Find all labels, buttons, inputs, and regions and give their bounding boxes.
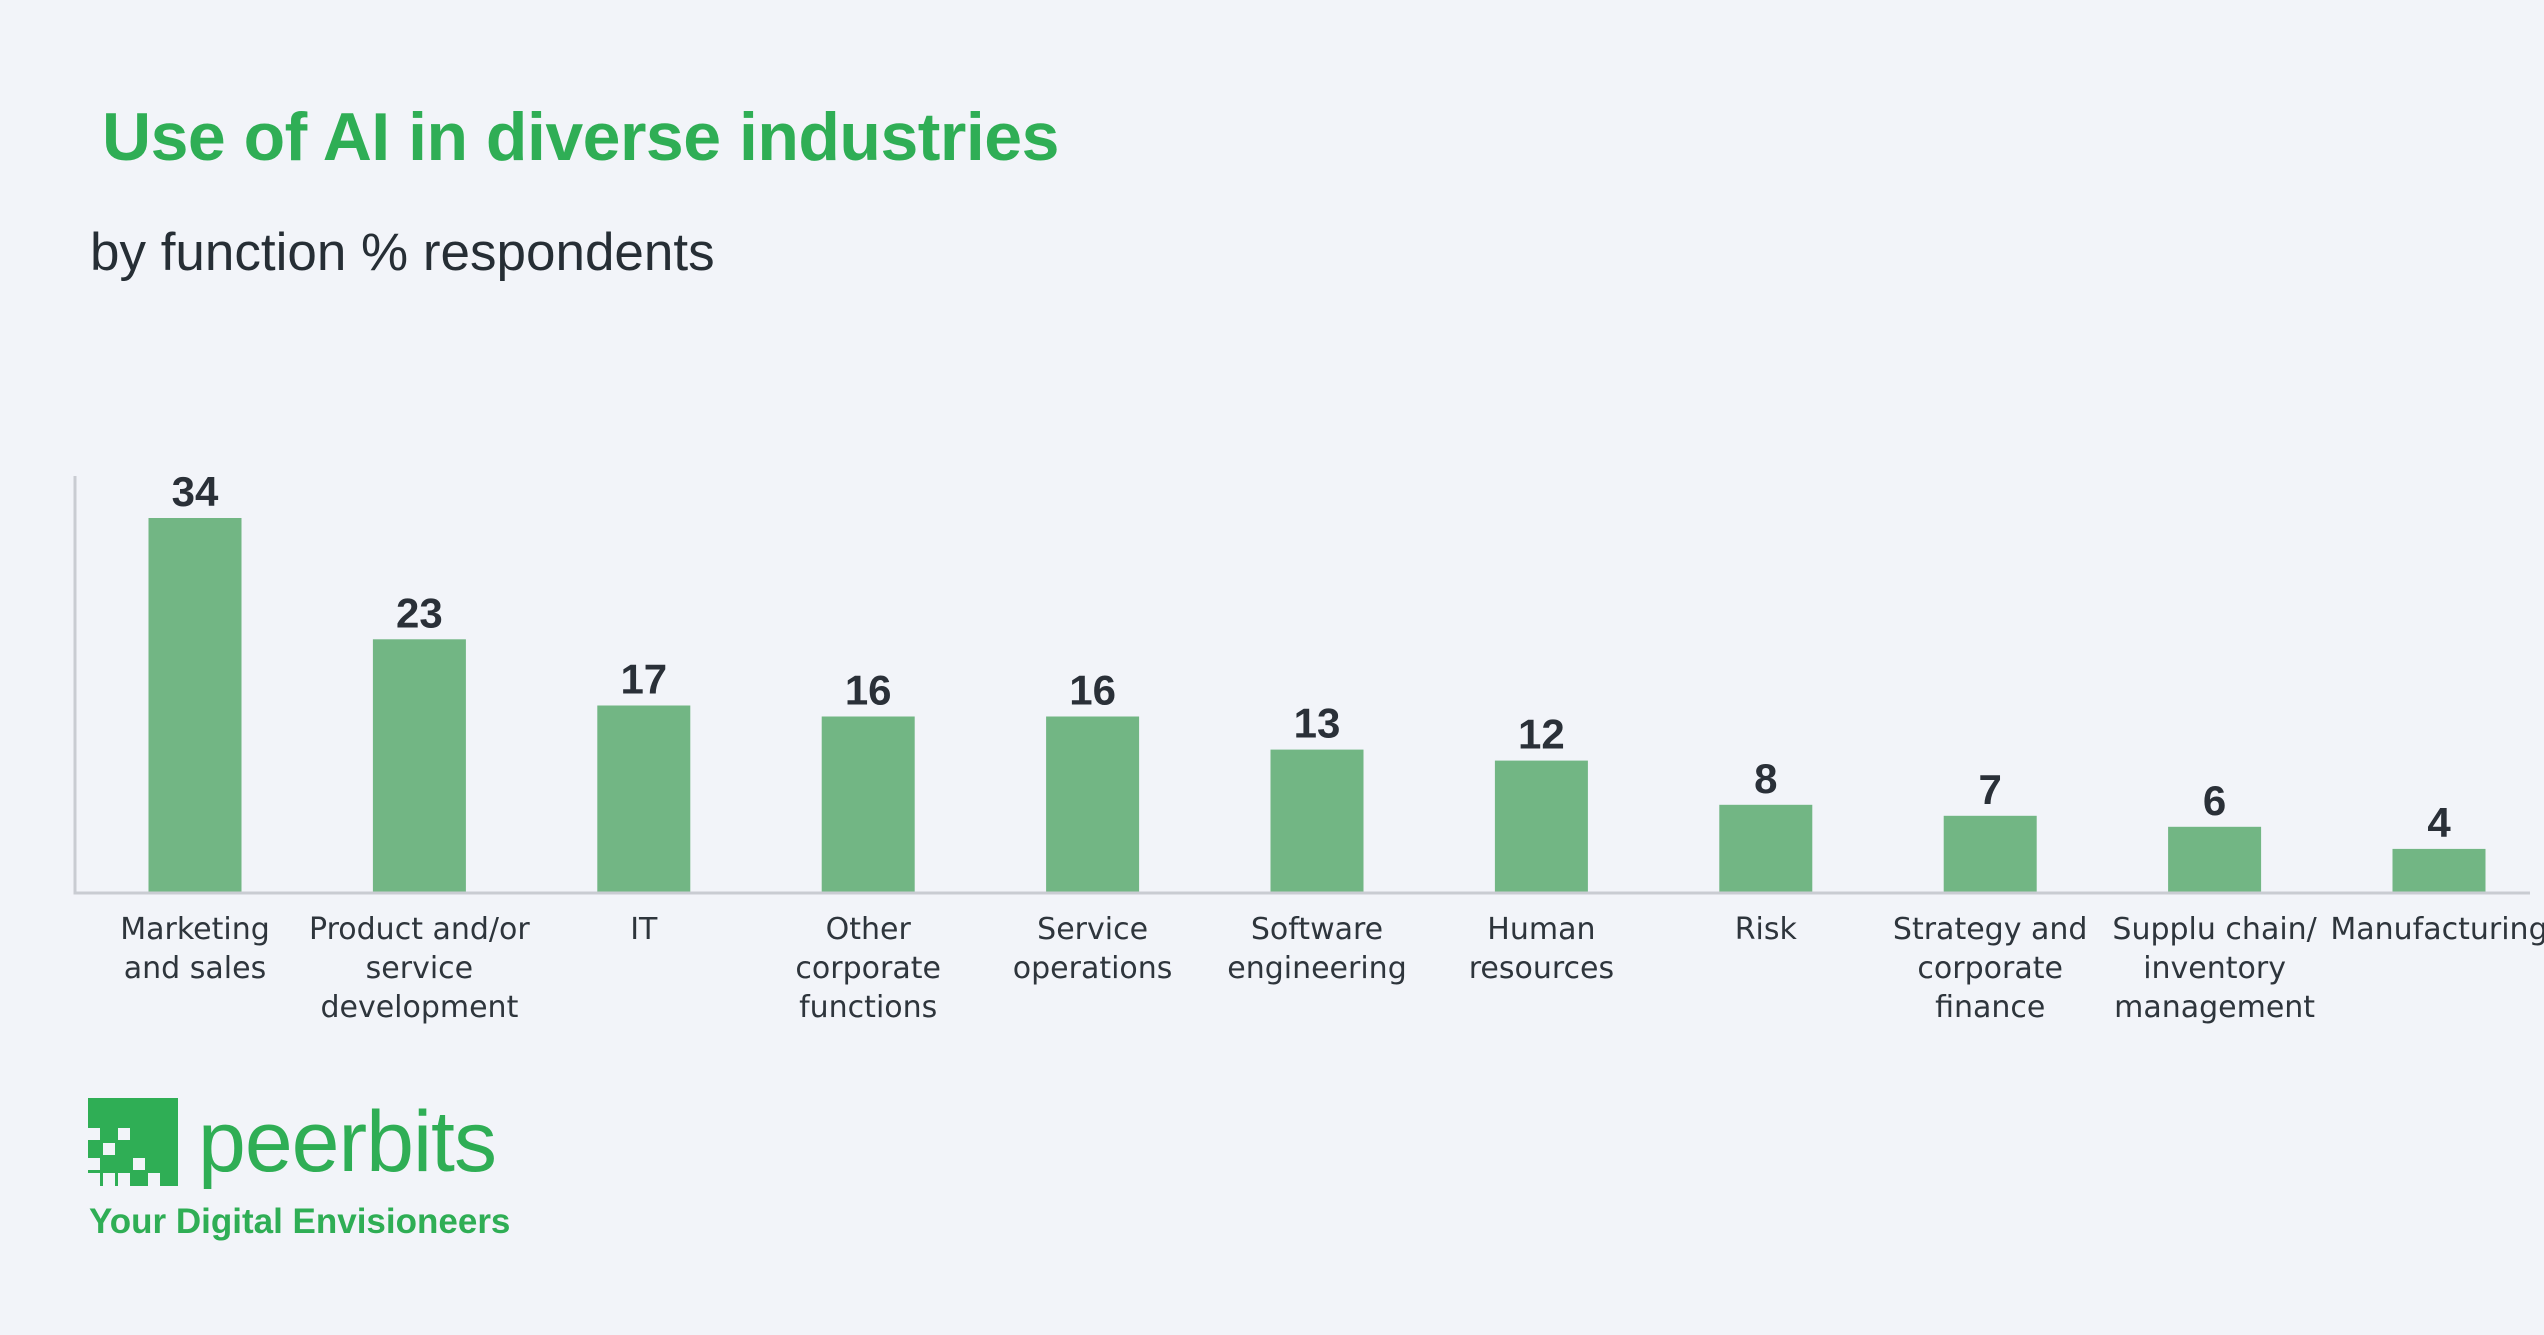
category-label-4: Service operations [1013,912,1173,986]
bar-5 [1270,749,1364,893]
category-label-5: Software engineering [1227,912,1407,986]
bar-3 [821,716,915,893]
brand-logo: peerbits [88,1094,497,1190]
value-label-1: 23 [396,589,443,636]
peerbits-logo-icon [88,1098,178,1186]
category-label-6: Human resources [1469,912,1614,986]
chart-subtitle: by function % respondents [90,223,715,282]
value-label-3: 16 [845,667,892,714]
bar-7 [1719,804,1813,893]
category-label-9: Supplu chain/inventory management [2112,912,2317,1025]
value-label-2: 17 [620,656,667,703]
bar-2 [597,705,691,893]
bar-9 [2168,826,2262,893]
value-label-0: 34 [172,468,219,515]
chart-title: Use of AI in diverse industries [102,99,1059,175]
value-label-4: 16 [1069,667,1116,714]
chart-axes [73,476,2530,895]
category-label-1: Product and/or service development [309,912,530,1025]
bars-group [148,518,2486,893]
category-label-10: Manufacturing [2330,912,2544,947]
value-label-8: 7 [1979,766,2002,813]
category-labels-group: Marketing and sales Product and/or service d… [120,912,2544,1025]
bar-0 [148,518,242,893]
brand-name: peerbits [198,1094,497,1190]
bar-1 [372,639,466,893]
category-label-8: Strategy and corporate finance [1893,912,2088,1025]
category-label-3: Other corporate functions [795,912,941,1025]
category-label-2: IT [630,912,658,947]
bar-4 [1046,716,1140,893]
value-label-6: 12 [1518,711,1565,758]
value-label-10: 4 [2427,799,2451,846]
value-label-9: 6 [2203,777,2226,824]
bar-10 [2392,848,2486,893]
category-label-0: Marketing and sales [120,912,270,986]
value-label-7: 8 [1754,755,1777,802]
brand-tagline: Your Digital Envisioneers [89,1202,511,1241]
bar-8 [1943,815,2037,893]
value-labels-group: 34 23 17 16 16 13 12 8 7 6 4 [172,468,2452,846]
category-label-7: Risk [1735,912,1798,947]
bar-6 [1494,760,1588,893]
value-label-5: 13 [1294,700,1341,747]
